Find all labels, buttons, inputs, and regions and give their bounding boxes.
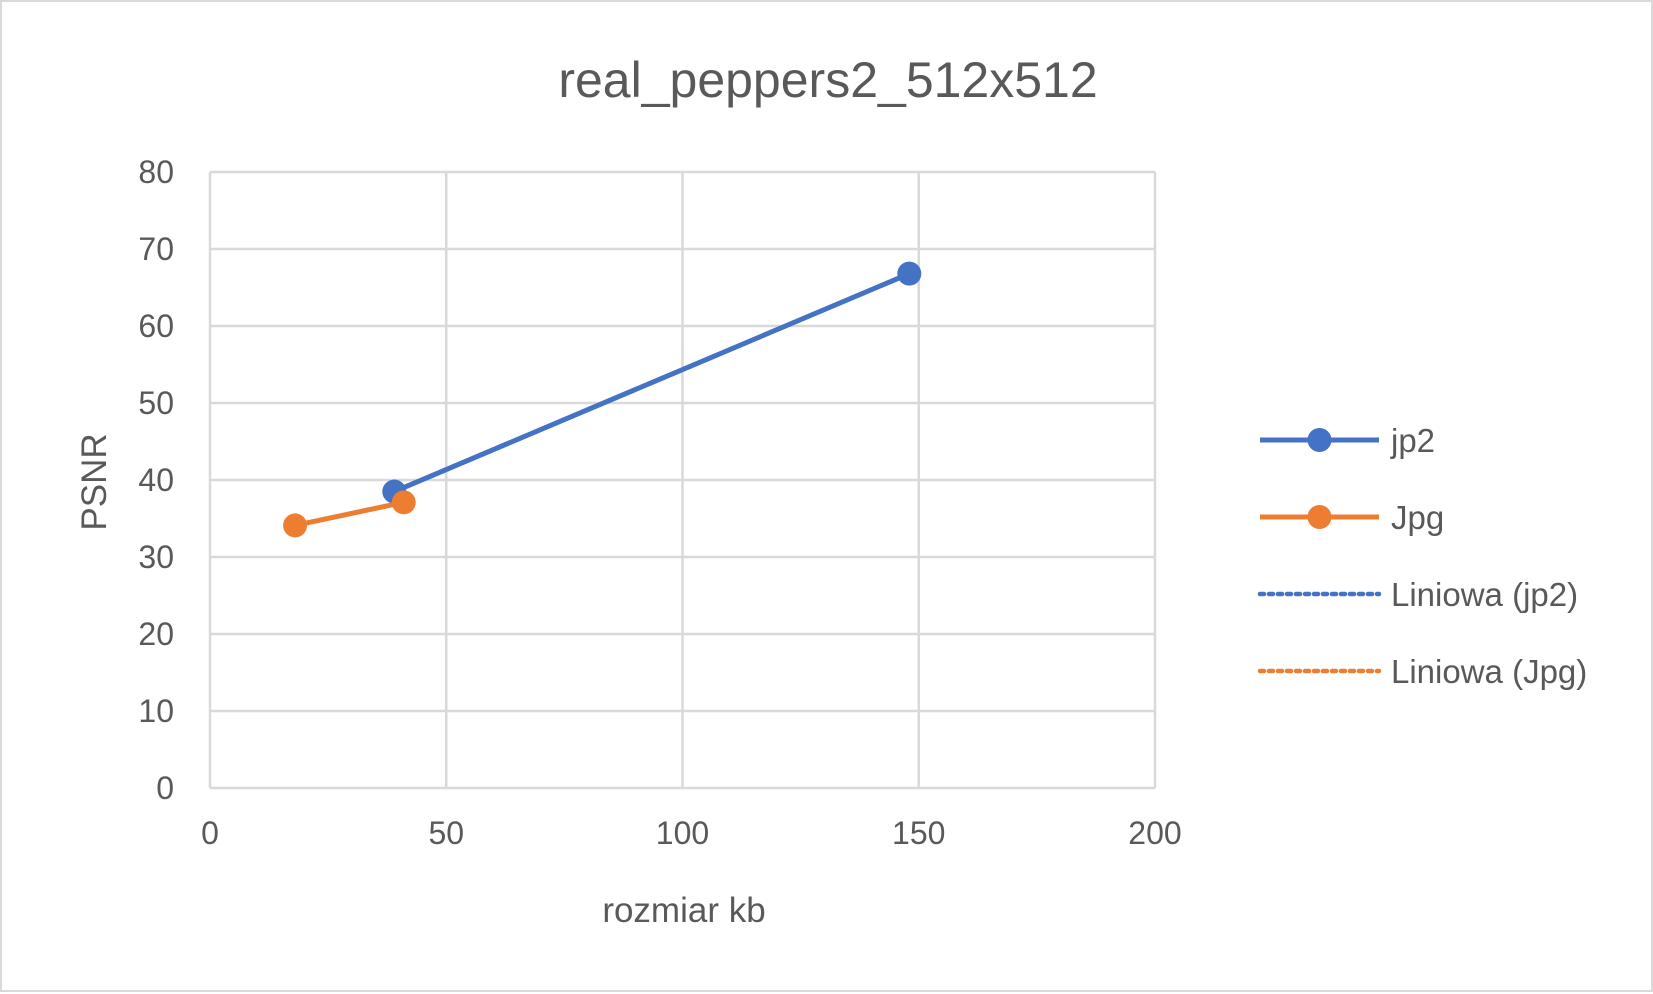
y-tick-label: 70 [138, 231, 174, 267]
x-tick-label: 50 [428, 815, 464, 851]
legend-label: Jpg [1391, 499, 1444, 536]
legend-label: Liniowa (Jpg) [1391, 653, 1587, 690]
series-line [393, 271, 911, 494]
x-tick-label: 200 [1128, 815, 1181, 851]
series-line [294, 499, 405, 528]
legend-marker [1307, 505, 1332, 529]
series-jpg [283, 490, 416, 538]
y-tick-label: 20 [138, 616, 174, 652]
data-point [391, 490, 416, 515]
grid [208, 170, 1157, 790]
y-axis-title: PSNR [75, 433, 114, 530]
y-tick-label: 0 [156, 770, 174, 806]
legend-label: Liniowa (jp2) [1391, 576, 1578, 613]
tick-labels: 0 10 20 30 40 50 60 70 80 0 50 100 150 200 [138, 154, 1181, 851]
x-axis-title: rozmiar kb [602, 891, 765, 930]
y-tick-label: 60 [138, 308, 174, 344]
y-tick-label: 40 [138, 462, 174, 498]
legend-item-jpg: Jpg [1260, 499, 1444, 536]
chart-title: real_peppers2_512x512 [558, 52, 1097, 108]
legend-label: jp2 [1390, 422, 1435, 459]
x-tick-label: 150 [892, 815, 945, 851]
y-tick-label: 50 [138, 385, 174, 421]
series-jp2 [382, 261, 922, 504]
x-tick-label: 0 [201, 815, 219, 851]
data-point [897, 261, 922, 286]
y-tick-label: 10 [138, 693, 174, 729]
x-tick-label: 100 [656, 815, 709, 851]
legend-item-trendline: Liniowa (jp2) [1257, 576, 1578, 613]
legend-marker [1307, 428, 1332, 452]
y-tick-label: 80 [138, 154, 174, 190]
y-tick-label: 30 [138, 539, 174, 575]
plot-series [283, 261, 922, 538]
legend-item-trendline: Liniowa (Jpg) [1257, 653, 1587, 690]
legend: jp2 Jpg Liniowa (jp2) Liniowa (Jpg) [1257, 422, 1587, 690]
legend-item-jp2: jp2 [1260, 422, 1435, 459]
data-point [283, 513, 308, 538]
